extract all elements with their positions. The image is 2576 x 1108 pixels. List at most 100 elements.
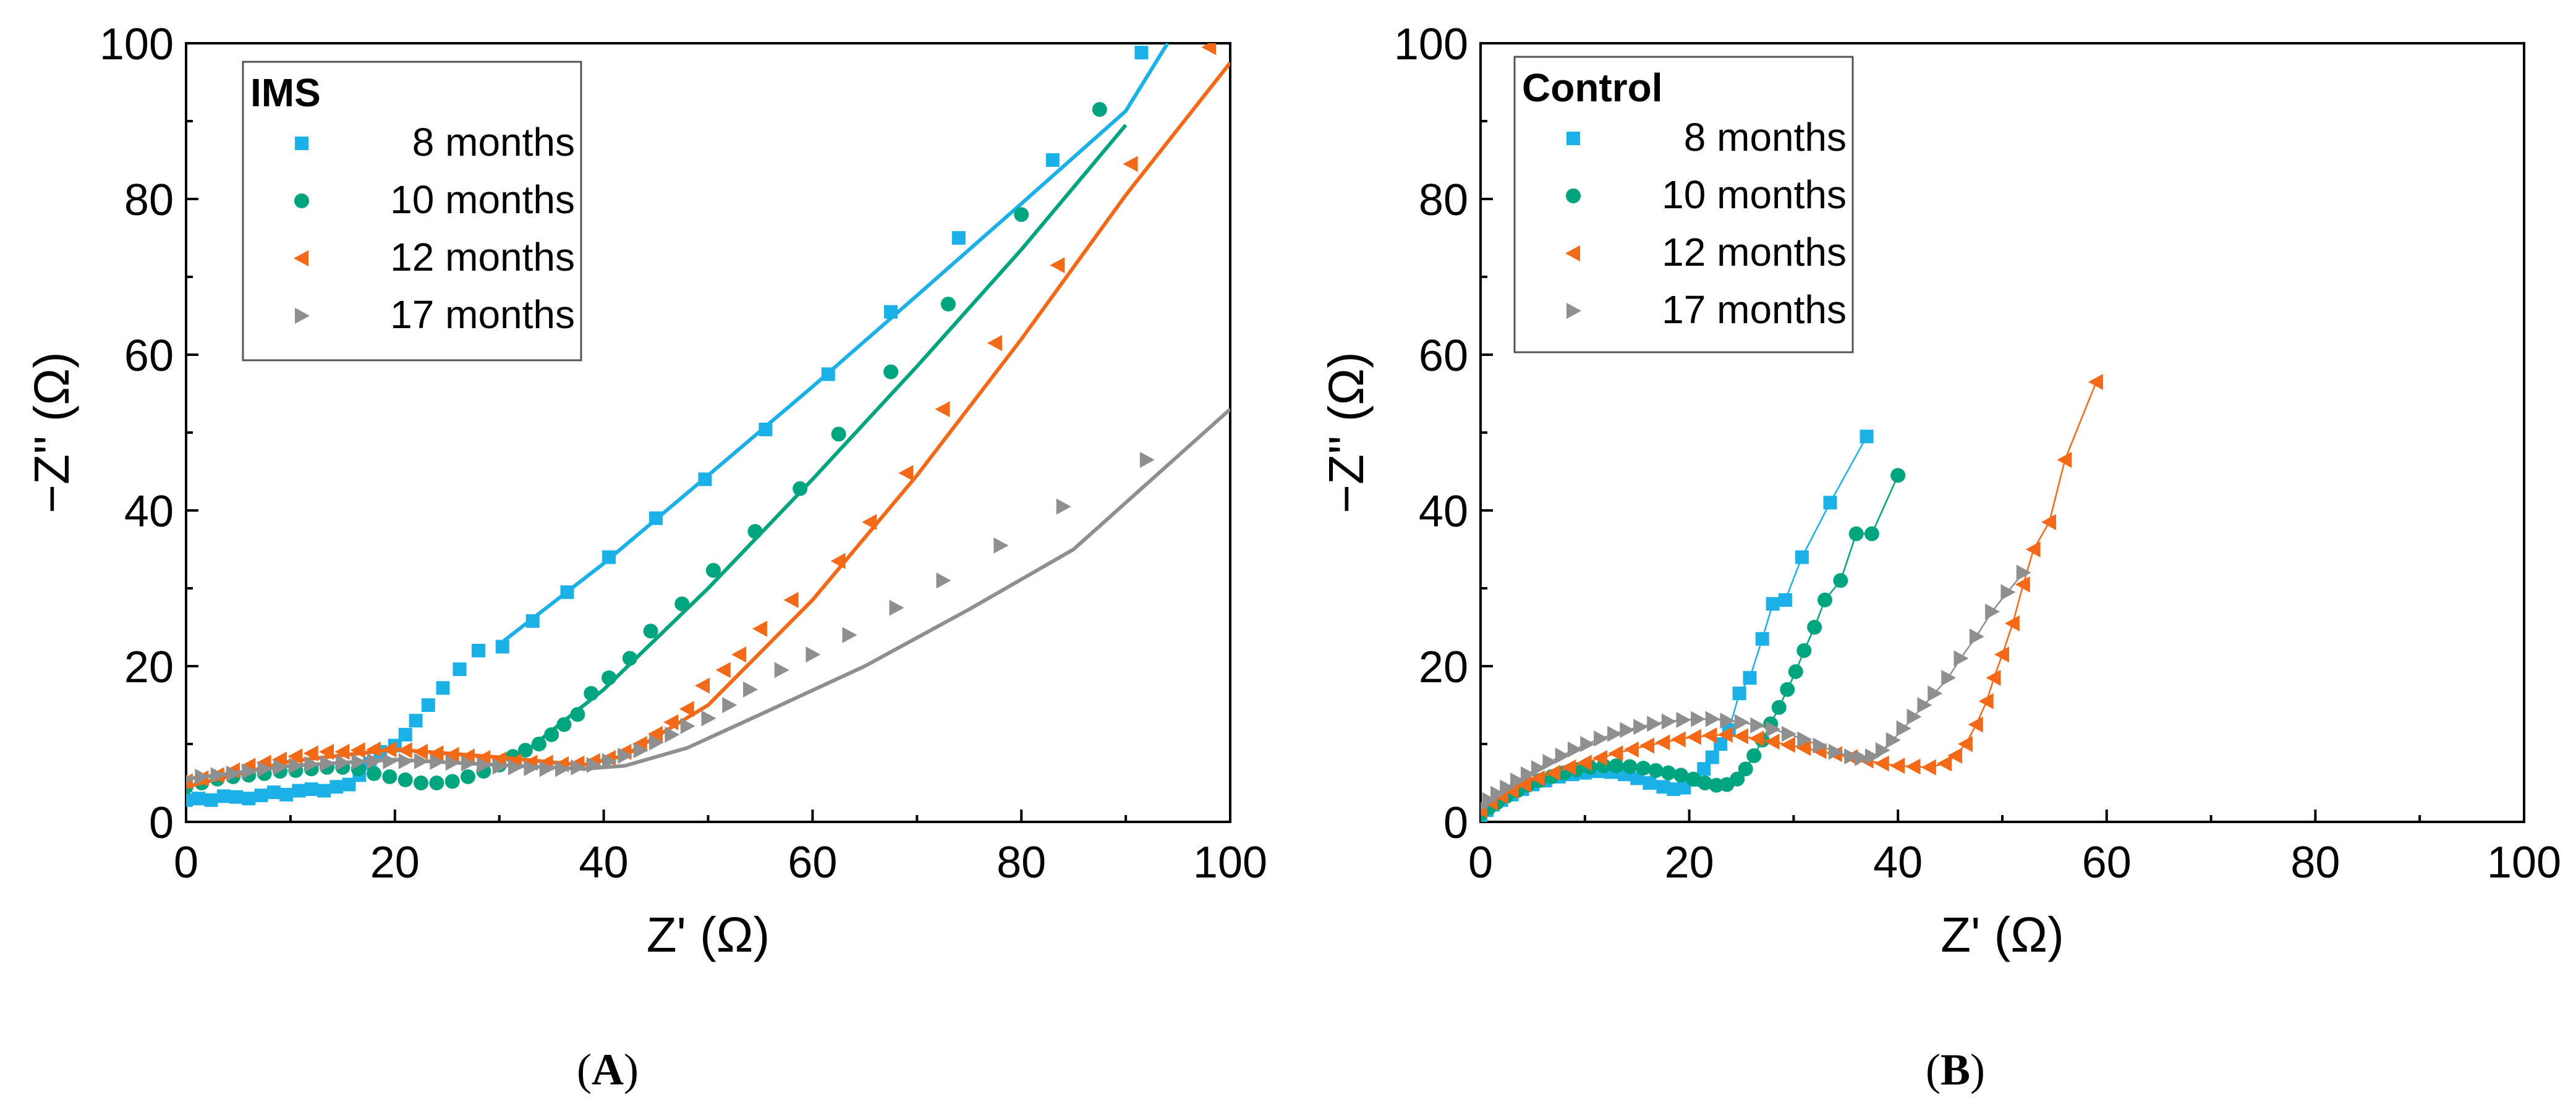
- data-point-12-months-a: [935, 401, 950, 418]
- data-point-10-months-b: [1636, 761, 1651, 776]
- data-point-17-months-b: [1750, 717, 1766, 734]
- data-point-17-months-b: [1531, 760, 1546, 777]
- data-point-17-months-b: [1490, 785, 1506, 802]
- data-point-10-months-a: [940, 297, 956, 312]
- data-point-17-months-a: [1139, 452, 1155, 468]
- data-point-17-months-a: [633, 742, 648, 759]
- data-point-17-months-b: [1705, 711, 1720, 727]
- data-point-17-months-b: [1896, 720, 1911, 737]
- data-point-17-months-a: [1056, 498, 1071, 515]
- data-point-8-months-a: [525, 614, 540, 628]
- data-point-8-months-b: [1643, 776, 1657, 790]
- data-point-17-months-b: [1720, 713, 1735, 729]
- data-point-17-months-a: [336, 755, 351, 771]
- y-tick-label-a: 100: [100, 20, 174, 69]
- data-point-8-months-a: [1045, 153, 1060, 167]
- data-point-10-months-a: [705, 563, 721, 578]
- data-point-17-months-a: [383, 753, 398, 769]
- x-tick-label-b: 40: [1873, 838, 1923, 887]
- data-point-17-months-a: [722, 697, 738, 713]
- data-point-12-months-a: [663, 714, 679, 730]
- data-point-12-months-b: [1592, 750, 1608, 766]
- y-tick-label-a: 20: [124, 643, 174, 692]
- data-point-12-months-a: [319, 743, 334, 760]
- data-point-10-months-b: [1622, 759, 1638, 774]
- data-point-10-months-a: [793, 481, 808, 496]
- data-point-8-months-a: [317, 784, 331, 798]
- data-point-10-months-a: [382, 769, 397, 784]
- y-tick-label-b: 0: [1443, 798, 1468, 848]
- data-point-17-months-b: [1555, 747, 1570, 764]
- data-point-17-months-a: [555, 761, 571, 777]
- data-point-12-months-a: [1201, 43, 1217, 56]
- data-point-17-months-a: [508, 759, 524, 776]
- legend-label-17-months-b: 17 months: [1662, 287, 1847, 332]
- data-point-8-months-a: [884, 305, 898, 319]
- data-point-10-months-b: [1730, 771, 1745, 787]
- data-point-12-months-b: [2041, 514, 2056, 530]
- data-point-17-months-b: [1865, 748, 1880, 765]
- data-point-8-months-a: [216, 789, 231, 803]
- legend-marker-12-months-b: [1565, 245, 1580, 261]
- data-point-17-months-b: [1510, 772, 1526, 789]
- data-point-17-months-a: [936, 572, 951, 589]
- data-point-12-months-b: [1986, 669, 2001, 686]
- data-point-12-months-b: [1749, 730, 1764, 747]
- data-point-17-months-a: [774, 662, 789, 679]
- data-point-8-months-a: [329, 780, 344, 794]
- data-point-12-months-a: [413, 743, 428, 760]
- data-point-10-months-a: [1014, 207, 1029, 222]
- legend-marker-12-months-a: [294, 250, 308, 266]
- legend-title-a: IMS: [250, 70, 321, 115]
- x-tick-label-a: 0: [174, 838, 198, 887]
- data-point-10-months-b: [1697, 776, 1712, 790]
- data-point-12-months-b: [1874, 755, 1889, 772]
- legend-label-8-months-a: 8 months: [412, 120, 575, 164]
- x-tick-label-a: 40: [579, 838, 629, 887]
- data-point-8-months-b: [1656, 780, 1670, 794]
- data-point-12-months-a: [460, 748, 475, 765]
- data-point-10-months-a: [1092, 102, 1107, 117]
- data-point-10-months-a: [531, 737, 546, 751]
- data-point-8-months-a: [342, 777, 356, 792]
- data-point-17-months-a: [461, 755, 477, 772]
- data-point-12-months-b: [1576, 755, 1592, 771]
- legend-marker-17-months-a: [295, 308, 310, 324]
- y-tick-label-a: 40: [124, 487, 174, 536]
- data-point-10-months-b: [1648, 763, 1664, 778]
- plot-area-b: [1481, 374, 2103, 822]
- data-point-8-months-a: [304, 782, 318, 797]
- legend-marker-8-months-a: [295, 137, 308, 150]
- data-point-17-months-a: [398, 753, 414, 769]
- data-point-17-months-b: [1607, 725, 1623, 742]
- data-point-12-months-b: [1905, 758, 1921, 775]
- data-point-10-months-a: [643, 624, 658, 639]
- legend-b: Control 8 months 10 months 12 months 17 mont…: [1513, 56, 1854, 353]
- data-point-17-months-a: [524, 760, 539, 777]
- data-point-17-months-b: [1691, 711, 1706, 727]
- series-17-months-b: [1481, 564, 2031, 811]
- data-point-12-months-b: [1994, 646, 2009, 663]
- data-point-8-months-a: [242, 792, 256, 806]
- data-point-12-months-b: [1608, 745, 1623, 762]
- data-point-17-months-a: [304, 756, 320, 772]
- data-point-10-months-b: [1660, 765, 1676, 780]
- data-point-17-months-a: [993, 537, 1009, 554]
- data-point-12-months-b: [1670, 731, 1686, 748]
- panel-label-open-a: (: [577, 1045, 592, 1094]
- legend-marker-8-months-b: [1566, 132, 1580, 145]
- data-point-12-months-b: [1978, 693, 1994, 709]
- data-point-12-months-a: [366, 741, 381, 758]
- data-point-12-months-b: [1921, 759, 1936, 776]
- x-tick-label-b: 0: [1468, 838, 1493, 887]
- data-point-8-months-a: [453, 662, 467, 677]
- data-point-10-months-a: [367, 766, 382, 781]
- data-point-10-months-b: [1746, 748, 1762, 763]
- data-point-17-months-a: [210, 767, 226, 784]
- data-point-10-months-a: [747, 524, 763, 539]
- legend-label-8-months-b: 8 months: [1684, 115, 1847, 159]
- data-point-10-months-a: [444, 774, 460, 789]
- data-point-12-months-b: [1561, 759, 1576, 776]
- data-point-8-months-a: [649, 511, 663, 525]
- data-point-12-months-a: [303, 745, 318, 762]
